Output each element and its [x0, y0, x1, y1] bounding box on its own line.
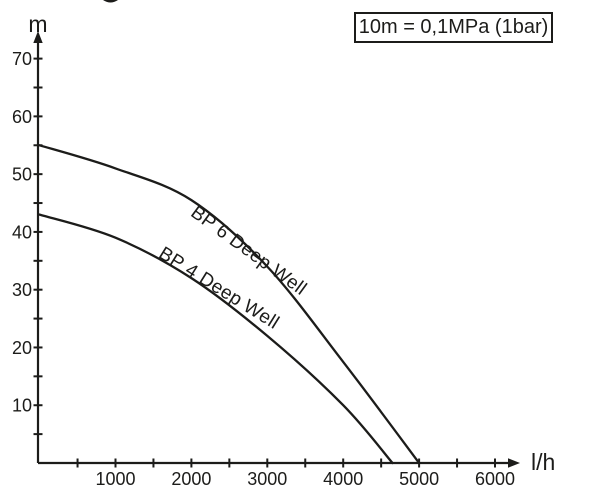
pump-curve-bp-4-deep-well [38, 213, 394, 465]
x-tick-label: 5000 [399, 469, 439, 489]
legend-text: 10m = 0,1MPa (1bar) [358, 16, 549, 38]
y-tick-label: 20 [12, 338, 32, 358]
y-tick-label: 40 [12, 222, 32, 242]
y-tick-label: 60 [12, 107, 32, 127]
pump-curve-bp-6-deep-well [38, 144, 421, 465]
y-tick-label: 70 [12, 49, 32, 69]
cropped-text-artifact [103, 0, 118, 3]
y-axis-arrow-icon [33, 31, 43, 43]
x-tick-label: 1000 [95, 469, 135, 489]
y-tick-label: 50 [12, 165, 32, 185]
y-tick-label: 30 [12, 280, 32, 300]
x-tick-label: 6000 [475, 469, 515, 489]
x-tick-label: 3000 [247, 469, 287, 489]
x-axis-arrow-icon [508, 458, 520, 468]
y-tick-label: 10 [12, 396, 32, 416]
x-tick-label: 2000 [171, 469, 211, 489]
y-axis-unit-label: m [28, 11, 48, 37]
legend-box: 10m = 0,1MPa (1bar) [354, 12, 553, 43]
x-tick-label: 4000 [323, 469, 363, 489]
x-axis-unit-label: l/h [531, 449, 556, 475]
